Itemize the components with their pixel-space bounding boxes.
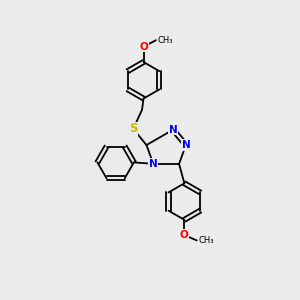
- Text: CH₃: CH₃: [198, 236, 214, 245]
- Text: N: N: [182, 140, 190, 150]
- Text: S: S: [129, 122, 137, 135]
- Text: O: O: [139, 42, 148, 52]
- Text: O: O: [180, 230, 189, 240]
- Text: CH₃: CH₃: [158, 36, 173, 45]
- Text: N: N: [149, 159, 158, 169]
- Text: N: N: [169, 125, 177, 135]
